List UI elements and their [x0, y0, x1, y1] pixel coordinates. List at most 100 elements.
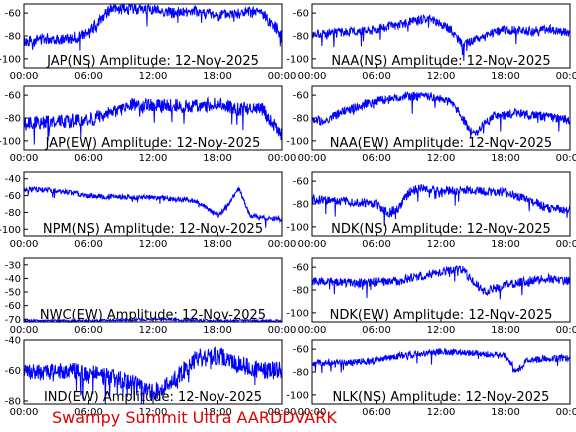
y-tick-label: -100: [0, 54, 21, 65]
x-tick-label: 00:00: [10, 239, 39, 250]
x-tick-label: 12:00: [427, 239, 456, 250]
x-tick-label: 00:00: [268, 407, 297, 418]
y-tick-label: -80: [5, 396, 21, 407]
y-tick-label: -80: [5, 32, 21, 43]
x-tick-label: 00:00: [298, 325, 327, 336]
x-tick-label: 00:00: [268, 325, 297, 336]
x-tick-label: 06:00: [362, 153, 391, 164]
x-tick-label: 18:00: [203, 153, 232, 164]
x-tick-label: 06:00: [74, 407, 103, 418]
panel-8: -80 -60 -40 00:00 06:00 12:00 18:00 00:00 IND(EW…: [5, 336, 297, 419]
series-trace: [311, 348, 571, 374]
x-tick-label: 18:00: [491, 325, 520, 336]
y-tick-label: -100: [286, 308, 309, 319]
y-tick-label: -60: [5, 191, 21, 202]
series-trace: [23, 96, 283, 145]
x-tick-label: 18:00: [203, 239, 232, 250]
y-tick-label: -80: [293, 114, 309, 125]
series-trace: [311, 90, 571, 139]
x-tick-label: 06:00: [362, 407, 391, 418]
panel-2: -100 -80 -60 00:00 06:00 12:00 18:00 00:00 JAP(E…: [0, 85, 297, 164]
y-tick-label: -100: [286, 136, 309, 147]
x-tick-label: 06:00: [362, 71, 391, 82]
x-tick-label: 12:00: [139, 325, 168, 336]
x-tick-label: 00:00: [298, 153, 327, 164]
y-tick-label: -60: [293, 9, 309, 20]
panel-title: JAP(EW) Amplitude: 12-Nov-2025: [45, 136, 261, 151]
x-tick-label: 00:00: [556, 325, 576, 336]
y-tick-label: -60: [5, 301, 21, 312]
series-trace: [311, 183, 571, 227]
panel-title: NAA(EW) Amplitude: 12-Nov-2025: [330, 136, 552, 151]
series-trace: [311, 14, 571, 61]
series-trace: [23, 185, 283, 228]
x-tick-label: 00:00: [268, 153, 297, 164]
y-tick-label: -60: [5, 366, 21, 377]
panel-3: -100-80-6000:0006:0012:0018:0000:00NAA(E…: [286, 85, 576, 164]
x-tick-label: 12:00: [139, 407, 168, 418]
footer-station-label: Swampy Summit Ultra AARDDVARK: [52, 408, 337, 427]
x-tick-label: 00:00: [298, 407, 327, 418]
x-tick-label: 18:00: [203, 325, 232, 336]
y-tick-label: -80: [293, 286, 309, 297]
y-tick-label: -40: [5, 336, 21, 347]
panel-4: -100 -80 -60 -40 00:00 06:00 12:00 18:00 00:00 NP…: [0, 171, 297, 250]
panel-9: -100 -80 -60 00:00 06:00 12:00 18:00 00:00 NLK(N…: [286, 339, 576, 418]
x-tick-label: 12:00: [427, 153, 456, 164]
y-tick-label: -80: [293, 200, 309, 211]
x-tick-label: 00:00: [268, 71, 297, 82]
x-tick-label: 18:00: [491, 153, 520, 164]
panel-title: NPM(NS) Amplitude: 12-Nov-2025: [43, 222, 263, 237]
x-tick-label: 12:00: [139, 239, 168, 250]
panel-6: -70 -60 -50 -40 -30 00:00 06:00 12:00 18:00 00:00…: [5, 257, 297, 336]
x-tick-label: 00:00: [268, 239, 297, 250]
x-tick-label: 06:00: [362, 325, 391, 336]
y-tick-label: -80: [293, 32, 309, 43]
y-tick-label: -60: [293, 263, 309, 274]
y-tick-label: -40: [5, 174, 21, 185]
x-tick-label: 00:00: [556, 71, 576, 82]
panel-0: -100 -80 -60 00:00 06:00 12:00 18:00 00:00 JAP(N…: [0, 3, 297, 82]
x-tick-label: 00:00: [556, 239, 576, 250]
x-tick-label: 12:00: [427, 71, 456, 82]
x-tick-label: 12:00: [139, 153, 168, 164]
x-tick-label: 00:00: [10, 407, 39, 418]
x-tick-label: 18:00: [491, 407, 520, 418]
series-trace: [311, 265, 571, 300]
panel-title: IND(EW) Amplitude: 12-Nov-2025: [44, 390, 262, 405]
x-tick-label: 18:00: [491, 71, 520, 82]
y-tick-label: -70: [5, 315, 21, 326]
y-tick-label: -100: [286, 54, 309, 65]
y-tick-label: -60: [293, 91, 309, 102]
y-tick-label: -40: [5, 274, 21, 285]
panel-title: NWC(EW) Amplitude: 12-Nov-2025: [40, 308, 266, 323]
x-tick-label: 06:00: [74, 71, 103, 82]
x-tick-label: 18:00: [203, 407, 232, 418]
y-tick-label: -60: [5, 9, 21, 20]
x-tick-label: 00:00: [10, 325, 39, 336]
y-tick-label: -100: [0, 136, 21, 147]
y-tick-label: -80: [5, 208, 21, 219]
panel-1: -100 -80 -60 00:00 06:00 12:00 18:00 00:00 NAA(N…: [286, 3, 576, 82]
panel-title: JAP(NS) Amplitude: 12-Nov-2025: [46, 54, 259, 69]
x-tick-label: 06:00: [74, 325, 103, 336]
x-tick-label: 00:00: [556, 153, 576, 164]
y-tick-label: -80: [293, 368, 309, 379]
x-tick-label: 06:00: [362, 239, 391, 250]
panel-title: NLK(NS) Amplitude: 12-Nov-2025: [333, 390, 550, 405]
x-tick-label: 00:00: [298, 71, 327, 82]
y-tick-label: -30: [5, 260, 21, 271]
y-tick-label: -50: [5, 288, 21, 299]
x-tick-label: 00:00: [298, 239, 327, 250]
x-tick-label: 06:00: [74, 239, 103, 250]
panel-title: NAA(NS) Amplitude: 12-Nov-2025: [331, 54, 550, 69]
y-tick-label: -100: [286, 222, 309, 233]
y-tick-label: -60: [5, 91, 21, 102]
x-tick-label: 12:00: [139, 71, 168, 82]
y-tick-label: -80: [5, 114, 21, 125]
panel-title: NDK(NS) Amplitude: 12-Nov-2025: [331, 222, 551, 237]
x-tick-label: 00:00: [10, 71, 39, 82]
x-tick-label: 18:00: [491, 239, 520, 250]
x-tick-label: 00:00: [556, 407, 576, 418]
